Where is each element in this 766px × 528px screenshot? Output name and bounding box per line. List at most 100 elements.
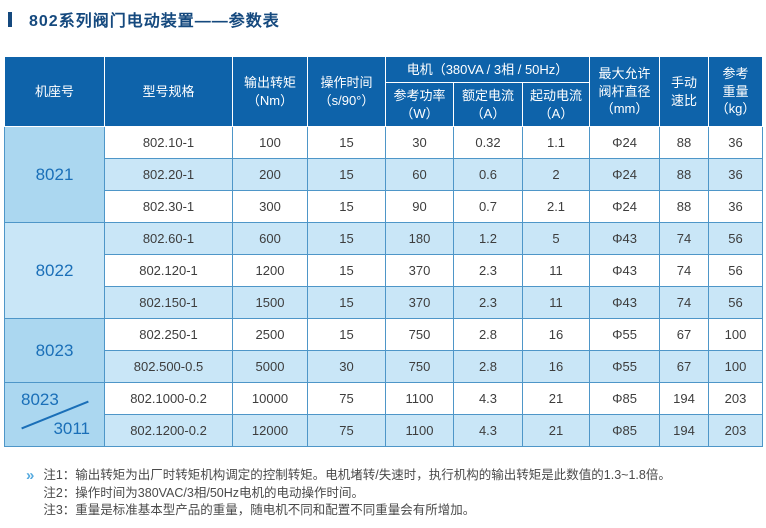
col-header-motor-group: 电机（380VA / 3相 / 50Hz）: [384, 56, 591, 83]
rated-current-cell: 0.7: [453, 190, 523, 223]
col-header-manual-ratio: 手动 速比: [659, 56, 710, 127]
rated-current-cell: 2.3: [453, 254, 523, 287]
power-cell: 1100: [385, 414, 454, 447]
start-current-cell: 16: [521, 350, 591, 383]
torque-cell: 1500: [232, 286, 308, 319]
col-header-time: 操作时间 （s/90°）: [307, 56, 386, 127]
col-header-model-label: 型号规格: [142, 83, 195, 99]
frame-cell: 8023 3011: [4, 382, 105, 447]
parameter-table: 机座号 型号规格 输出转矩 （Nm） 操作时间 （s/90°） 电机（380VA /…: [4, 56, 764, 447]
time-cell: 15: [307, 222, 386, 255]
torque-cell: 5000: [232, 350, 308, 383]
time-cell: 15: [307, 254, 386, 287]
torque-cell: 300: [232, 190, 308, 223]
model-cell: 802.10-1: [104, 126, 233, 159]
table-row: 8023 3011 802.1000-0.2 10000 75 1100 4.3 21 Φ85 1…: [4, 382, 764, 447]
table-row: 802.1200-0.2 12000 75 1100 4.3 21 Φ85 194 203: [5, 414, 764, 447]
time-cell: 15: [307, 318, 386, 351]
rated-current-cell: 2.8: [453, 318, 523, 351]
torque-cell: 2500: [232, 318, 308, 351]
power-cell: 1100: [385, 382, 454, 415]
note-label: 注2：: [43, 485, 76, 500]
power-cell: 180: [385, 222, 454, 255]
manual-ratio-cell: 194: [659, 414, 710, 447]
manual-ratio-cell: 74: [659, 286, 710, 319]
col-header-frame: 机座号: [4, 56, 105, 127]
table-body: 8021 802.10-1 100 15 30 0.32 1.1 Φ24 88 36 802.20-…: [4, 126, 764, 447]
start-current-cell: 21: [521, 382, 591, 415]
power-cell: 60: [385, 158, 454, 191]
start-current-cell: 11: [521, 286, 591, 319]
rated-current-cell: 1.2: [453, 222, 523, 255]
time-cell: 15: [307, 158, 386, 191]
torque-cell: 10000: [232, 382, 308, 415]
frame-label-bottom: 3011: [53, 419, 90, 438]
stem-diameter-cell: Φ55: [589, 318, 661, 351]
stem-diameter-cell: Φ43: [589, 286, 661, 319]
rated-current-cell: 4.3: [453, 414, 523, 447]
stem-diameter-cell: Φ43: [589, 254, 661, 287]
power-cell: 30: [385, 126, 454, 159]
stem-diameter-cell: Φ55: [589, 350, 661, 383]
note-text: 操作时间为380VAC/3相/50Hz电机的电动操作时间。: [75, 485, 365, 500]
title-accent-bar: [8, 11, 12, 27]
col-header-power: 参考功率 （W）: [385, 82, 454, 127]
col-header-frame-label: 机座号: [34, 83, 74, 99]
rated-current-cell: 2.8: [453, 350, 523, 383]
start-current-cell: 5: [521, 222, 591, 255]
stem-diameter-cell: Φ24: [589, 126, 661, 159]
rated-current-cell: 2.3: [453, 286, 523, 319]
table-row: 802.30-1 300 15 90 0.7 2.1 Φ24 88 36: [5, 190, 764, 223]
model-cell: 802.1000-0.2: [104, 382, 233, 415]
page-title: 802系列阀门电动装置——参数表: [29, 13, 280, 30]
manual-ratio-cell: 194: [659, 382, 710, 415]
table-header: 机座号 型号规格 输出转矩 （Nm） 操作时间 （s/90°） 电机（380VA /…: [4, 56, 764, 127]
time-cell: 30: [307, 350, 386, 383]
model-cell: 802.20-1: [104, 158, 233, 191]
manual-ratio-cell: 74: [659, 222, 710, 255]
notes-chevron-icon: »: [26, 467, 35, 484]
col-header-start-current: 起动电流 （A）: [521, 82, 591, 127]
frame-cell: 8023: [4, 318, 105, 383]
power-cell: 750: [385, 318, 454, 351]
start-current-cell: 21: [521, 414, 591, 447]
table-row: 802.150-1 1500 15 370 2.3 11 Φ43 74 56: [5, 286, 764, 319]
table-row: 8021 802.10-1 100 15 30 0.32 1.1 Φ24 88 36: [4, 126, 764, 223]
stem-diameter-cell: Φ24: [589, 190, 661, 223]
torque-cell: 1200: [232, 254, 308, 287]
weight-cell: 36: [708, 190, 764, 223]
table-row: 802.120-1 1200 15 370 2.3 11 Φ43 74 56: [5, 254, 764, 287]
start-current-cell: 16: [521, 318, 591, 351]
weight-cell: 56: [708, 286, 764, 319]
time-cell: 75: [307, 414, 386, 447]
weight-cell: 56: [708, 222, 764, 255]
stem-diameter-cell: Φ24: [589, 158, 661, 191]
model-cell: 802.250-1: [104, 318, 233, 351]
model-cell: 802.500-0.5: [104, 350, 233, 383]
model-cell: 802.60-1: [104, 222, 233, 255]
note-text: 重量是标准基本型产品的重量，随电机不同和配置不同重量会有所增加。: [75, 503, 476, 517]
col-header-model: 型号规格: [104, 56, 233, 127]
frame-label-top: 8023: [21, 390, 59, 409]
manual-ratio-cell: 88: [659, 158, 710, 191]
manual-ratio-cell: 88: [659, 126, 710, 159]
frame-cell: 8021: [4, 126, 105, 223]
power-cell: 370: [385, 254, 454, 287]
table-row: 8023 802.250-1 2500 15 750 2.8 16 Φ55 67 100: [4, 318, 764, 383]
note-label: 注1：: [43, 468, 76, 482]
page-header: 802系列阀门电动装置——参数表: [0, 0, 766, 30]
col-header-weight: 参考 重量 （kg）: [708, 56, 764, 127]
frame-cell: 8022: [4, 222, 105, 319]
rated-current-cell: 0.6: [453, 158, 523, 191]
time-cell: 75: [307, 382, 386, 415]
model-cell: 802.150-1: [104, 286, 233, 319]
power-cell: 90: [385, 190, 454, 223]
time-cell: 15: [307, 126, 386, 159]
stem-diameter-cell: Φ43: [589, 222, 661, 255]
torque-cell: 600: [232, 222, 308, 255]
notes-section: » 注1：输出转矩为出厂时转矩机构调定的控制转矩。电机堵转/失速时，执行机构的输…: [26, 467, 762, 520]
torque-cell: 12000: [232, 414, 308, 447]
torque-cell: 100: [232, 126, 308, 159]
start-current-cell: 1.1: [521, 126, 591, 159]
power-cell: 370: [385, 286, 454, 319]
